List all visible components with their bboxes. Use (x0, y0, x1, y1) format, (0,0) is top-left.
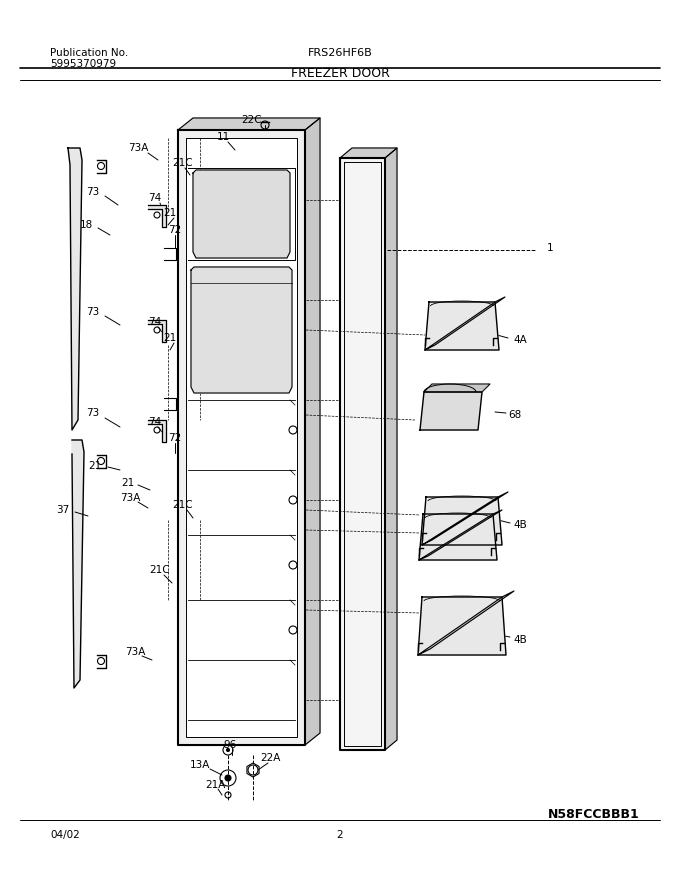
Polygon shape (424, 384, 490, 392)
Text: 73: 73 (86, 307, 100, 317)
Polygon shape (178, 130, 305, 745)
Polygon shape (418, 591, 514, 655)
Polygon shape (419, 510, 502, 560)
Text: 21: 21 (121, 478, 135, 488)
Polygon shape (340, 158, 385, 750)
Polygon shape (419, 514, 497, 560)
Text: Publication No.: Publication No. (50, 48, 129, 58)
Text: 04/02: 04/02 (50, 830, 80, 840)
Text: 21C: 21C (173, 158, 193, 168)
Polygon shape (418, 597, 506, 655)
Text: FRS26HF6B: FRS26HF6B (307, 48, 373, 58)
Text: 73A: 73A (125, 647, 146, 657)
Circle shape (225, 775, 231, 781)
Polygon shape (68, 148, 82, 430)
Text: N58FCCBBB1: N58FCCBBB1 (548, 808, 640, 821)
Polygon shape (385, 148, 397, 750)
Text: 73: 73 (86, 408, 100, 418)
Text: 4B: 4B (513, 635, 527, 645)
Circle shape (226, 748, 230, 752)
Text: 73A: 73A (120, 493, 140, 503)
Text: 68: 68 (509, 410, 522, 420)
Text: 21: 21 (163, 333, 177, 343)
Polygon shape (178, 118, 320, 130)
Text: 21C: 21C (150, 565, 170, 575)
Text: 5995370979: 5995370979 (50, 59, 116, 69)
Polygon shape (305, 118, 320, 745)
Text: 74: 74 (148, 193, 162, 203)
Text: 37: 37 (56, 505, 69, 515)
Text: 13A: 13A (190, 760, 210, 770)
Text: 73: 73 (86, 187, 100, 197)
Text: 21C: 21C (173, 500, 193, 510)
Polygon shape (186, 138, 297, 737)
Polygon shape (422, 497, 502, 545)
Text: 72: 72 (169, 225, 182, 235)
Polygon shape (148, 420, 166, 442)
Text: 74: 74 (148, 417, 162, 427)
Polygon shape (425, 297, 505, 350)
Text: 22A: 22A (260, 753, 280, 763)
Text: 18: 18 (80, 220, 92, 230)
Polygon shape (422, 492, 508, 545)
Polygon shape (148, 320, 166, 342)
Text: 22C: 22C (241, 115, 262, 125)
Text: 21: 21 (88, 461, 101, 471)
Text: FREEZER DOOR: FREEZER DOOR (290, 66, 390, 79)
Polygon shape (420, 392, 482, 430)
Text: 96: 96 (223, 740, 237, 750)
Polygon shape (340, 148, 397, 158)
Text: 21A: 21A (205, 780, 225, 790)
Text: 72: 72 (169, 433, 182, 443)
Text: 4A: 4A (513, 335, 527, 345)
Polygon shape (193, 170, 290, 258)
Text: 21: 21 (163, 208, 177, 218)
Text: 4B: 4B (513, 520, 527, 530)
Polygon shape (72, 440, 84, 688)
Polygon shape (425, 302, 499, 350)
Text: 1: 1 (547, 243, 554, 253)
Text: 73A: 73A (128, 143, 148, 153)
Polygon shape (148, 205, 166, 227)
Polygon shape (191, 267, 292, 393)
Text: 2: 2 (337, 830, 343, 840)
Text: 74: 74 (148, 317, 162, 327)
Text: 11: 11 (216, 132, 230, 142)
